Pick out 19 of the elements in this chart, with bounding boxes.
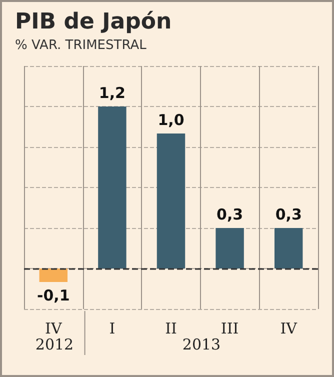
x-tick-label: IV bbox=[280, 320, 298, 338]
bar bbox=[216, 228, 244, 268]
x-tick-label: I bbox=[109, 320, 116, 338]
text: 2013 bbox=[182, 336, 221, 354]
bar bbox=[39, 268, 68, 282]
bar bbox=[156, 134, 186, 268]
data-label: 0,3 bbox=[216, 206, 244, 224]
x-tick-label: II bbox=[165, 320, 177, 338]
data-label: 0,3 bbox=[275, 206, 302, 224]
chart-title: PIB de Japón bbox=[15, 10, 172, 34]
bar bbox=[274, 228, 303, 268]
x-tick-label: IV bbox=[45, 320, 63, 338]
data-label: 1,0 bbox=[158, 111, 184, 129]
data-label: -0,1 bbox=[36, 286, 70, 304]
data-label: 1,2 bbox=[98, 84, 126, 102]
chart-subtitle: % VAR. TRIMESTRAL bbox=[15, 38, 148, 53]
text: 2012 bbox=[35, 336, 74, 354]
x-tick-label: III bbox=[220, 320, 239, 338]
bar bbox=[98, 106, 126, 268]
